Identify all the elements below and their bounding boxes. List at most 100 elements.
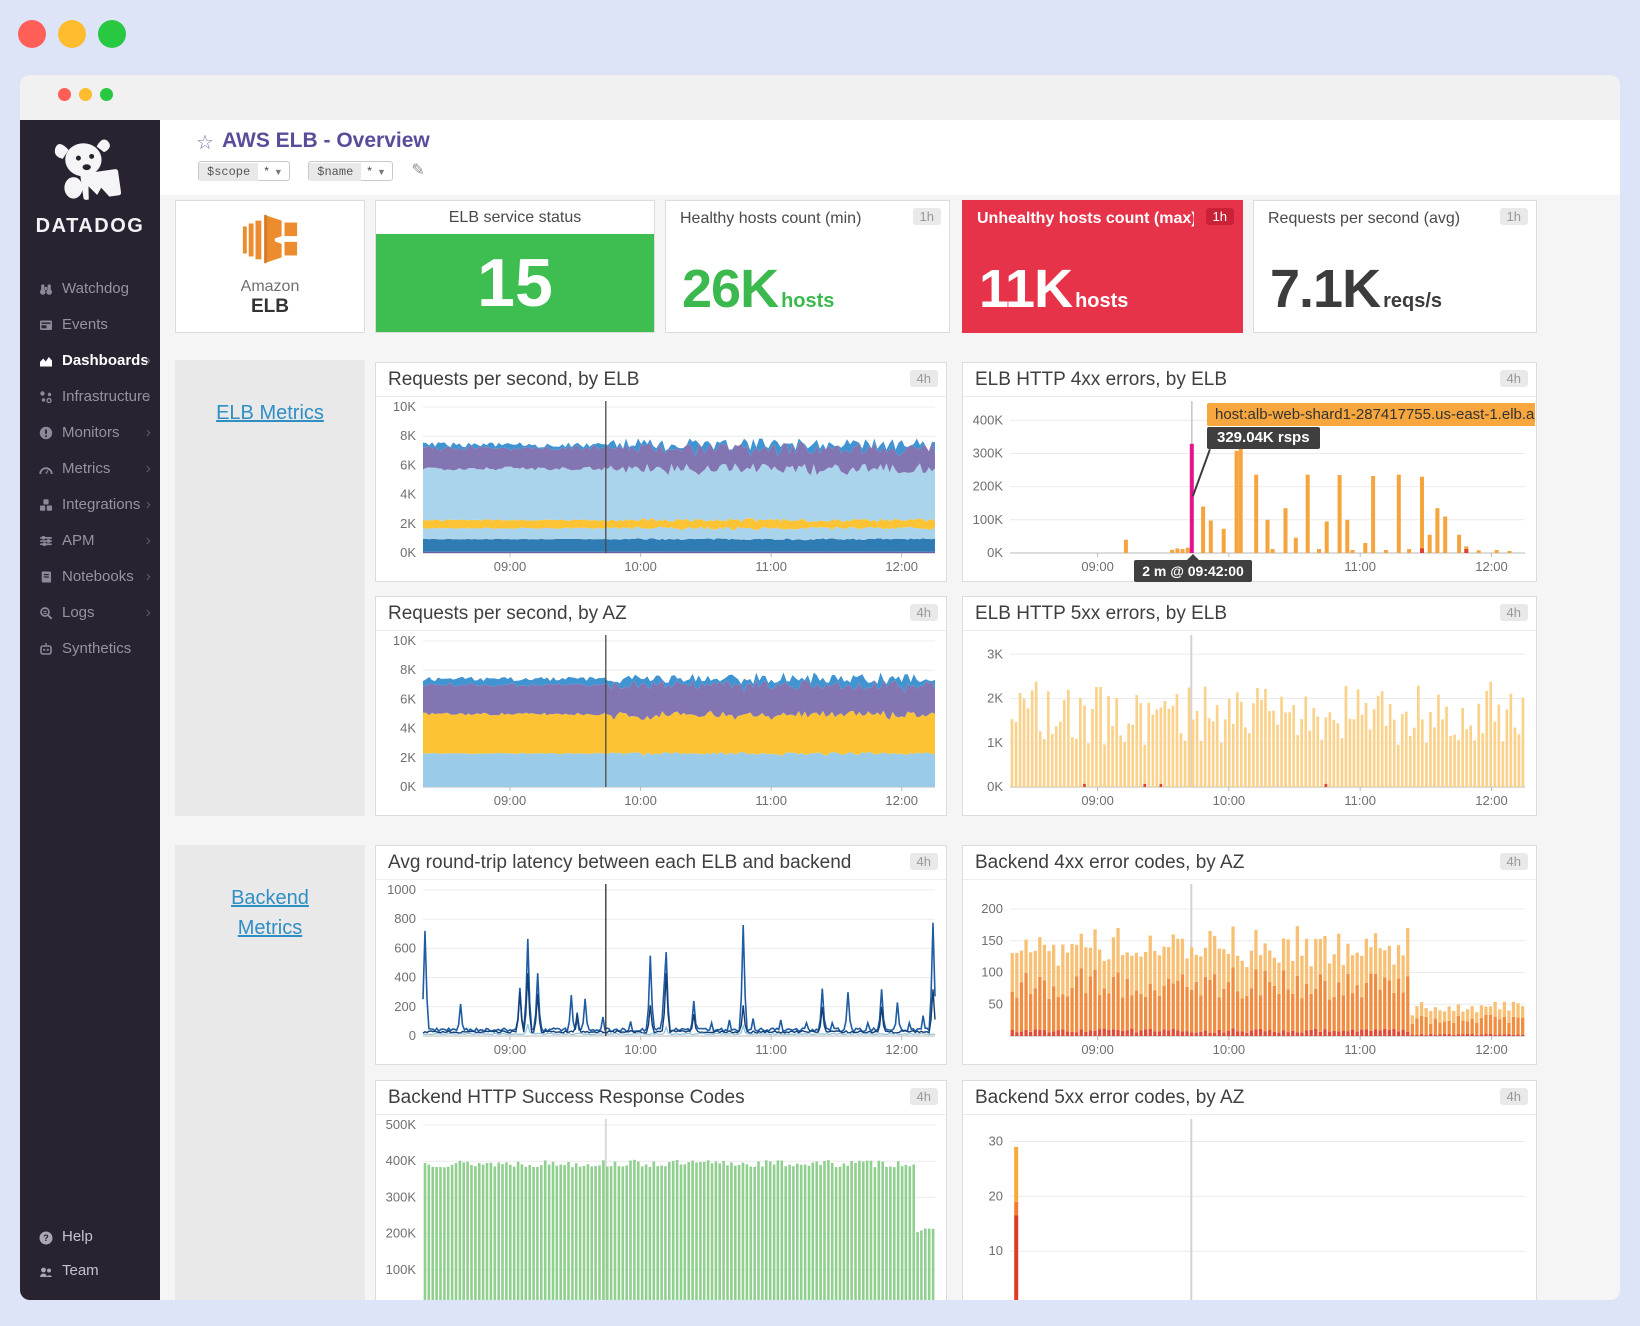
scope-variable-value[interactable]: * ▼	[264, 164, 283, 178]
chart-panel-5xx-errors-by-elb[interactable]: ELB HTTP 5xx errors, by ELB 4h 0K 1K 2K 3K 09…	[962, 596, 1537, 816]
sidebar-item-label: Notebooks	[62, 568, 134, 585]
name-variable-value[interactable]: * ▼	[367, 164, 386, 178]
zoom-button[interactable]	[98, 20, 126, 48]
svg-text:10:00: 10:00	[624, 559, 657, 574]
sidebar-item-integrations[interactable]: Integrations ›	[20, 487, 160, 523]
metrics-icon	[39, 467, 53, 475]
notebooks-icon	[41, 571, 51, 583]
dashboard-header: ☆ AWS ELB - Overview $scope * ▼ $name * ▼ ✎	[160, 120, 1620, 195]
rps-title: Requests per second (avg)	[1268, 210, 1461, 227]
latency-chart[interactable]: 0 200 400 600 800 1000 09:00 10:00 11:00 12:00	[377, 880, 945, 1063]
sidebar-item-metrics[interactable]: Metrics ›	[20, 451, 160, 487]
scope-variable-pill[interactable]: $scope * ▼	[198, 161, 290, 181]
minimize-button-inner[interactable]	[79, 88, 92, 101]
name-variable-pill[interactable]: $name * ▼	[308, 161, 393, 181]
synthetics-icon	[40, 643, 52, 655]
sidebar-item-team[interactable]: Team	[20, 1254, 160, 1288]
unhealthy-hosts-unit: hosts	[1075, 290, 1129, 312]
unhealthy-hosts-widget[interactable]: Unhealthy hosts count (max) 1h 11K hosts	[962, 200, 1243, 333]
svg-text:400K: 400K	[386, 1153, 417, 1168]
svg-text:300K: 300K	[973, 446, 1004, 461]
elb-metrics-link[interactable]: ELB Metrics	[216, 402, 324, 424]
svg-text:10:00: 10:00	[1213, 793, 1246, 808]
chart-title: Backend 5xx error codes, by AZ	[975, 1087, 1245, 1108]
requests-per-second-widget[interactable]: Requests per second (avg) 1h 7.1K reqs/s	[1253, 200, 1537, 333]
svg-text:10K: 10K	[393, 633, 416, 648]
team-icon	[40, 1267, 52, 1277]
amazon-elb-widget[interactable]: Amazon ELB	[175, 200, 365, 333]
svg-text:6K: 6K	[400, 691, 416, 706]
backend-metrics-link[interactable]: Backend Metrics	[231, 887, 309, 939]
chevron-right-icon: ›	[145, 388, 151, 405]
chart-panel-requests-by-elb[interactable]: Requests per second, by ELB 4h 0K 2K 4K 6K 8K…	[375, 362, 947, 582]
sidebar-item-monitors[interactable]: Monitors ›	[20, 415, 160, 451]
sidebar-item-dashboards[interactable]: Dashboards ›	[20, 343, 160, 379]
close-button[interactable]	[18, 20, 46, 48]
svg-text:200: 200	[394, 999, 416, 1014]
sidebar-item-logs[interactable]: Logs ›	[20, 595, 160, 631]
main-content: ☆ AWS ELB - Overview $scope * ▼ $name * ▼ ✎	[160, 120, 1620, 1300]
sidebar-item-help[interactable]: ? Help	[20, 1220, 160, 1254]
chart-panel-backend-4xx[interactable]: Backend 4xx error codes, by AZ 4h 50 100 15…	[962, 845, 1537, 1065]
svg-text:0: 0	[409, 1028, 416, 1043]
timeframe-badge: 4h	[909, 1088, 938, 1105]
elb-service-status-widget[interactable]: ELB service status 15	[375, 200, 655, 333]
svg-text:12:00: 12:00	[1475, 793, 1508, 808]
backend-4xx-chart[interactable]: 50 100 150 200 09:00 10:00 11:00 12:00	[964, 880, 1535, 1063]
svg-text:400: 400	[394, 970, 416, 985]
hover-tooltip-time: 2 m @ 09:42:00	[1134, 554, 1252, 582]
requests-by-az-chart[interactable]: 0K 2K 4K 6K 8K 10K 09:00 10:00 11:00 12:00	[377, 631, 945, 814]
svg-text:11:00: 11:00	[755, 1042, 787, 1057]
svg-text:100K: 100K	[973, 512, 1004, 527]
healthy-hosts-unit: hosts	[781, 290, 835, 312]
sidebar-item-notebooks[interactable]: Notebooks ›	[20, 559, 160, 595]
edit-variables-icon[interactable]: ✎	[411, 162, 425, 179]
sidebar-item-events[interactable]: Events	[20, 307, 160, 343]
chart-panel-latency[interactable]: Avg round-trip latency between each ELB …	[375, 845, 947, 1065]
5xx-errors-by-elb-chart[interactable]: 0K 1K 2K 3K 09:00 10:00 11:00 12:00	[964, 631, 1535, 814]
healthy-hosts-widget[interactable]: Healthy hosts count (min) 1h 26K hosts	[665, 200, 950, 333]
svg-text:10: 10	[989, 1243, 1003, 1258]
chart-panel-backend-success[interactable]: Backend HTTP Success Response Codes 4h 10…	[375, 1080, 947, 1300]
integrations-icon	[40, 499, 52, 511]
requests-by-elb-chart[interactable]: 0K 2K 4K 6K 8K 10K 09:00 10:00 11:00 12:00	[377, 397, 945, 580]
svg-text:12:00: 12:00	[885, 1042, 918, 1057]
chevron-right-icon: ›	[145, 496, 151, 513]
svg-text:50: 50	[989, 996, 1003, 1011]
datadog-logo[interactable]: DATADOG	[20, 120, 160, 238]
close-button-inner[interactable]	[58, 88, 71, 101]
chevron-down-icon: ▼	[376, 167, 386, 177]
svg-text:11:00: 11:00	[1344, 793, 1376, 808]
minimize-button[interactable]	[58, 20, 86, 48]
timeframe-badge: 4h	[909, 370, 938, 387]
svg-text:10:00: 10:00	[1213, 1042, 1246, 1057]
svg-text:100: 100	[981, 965, 1003, 980]
sidebar-nav: Watchdog Events Dashboards › Infrastructure ›…	[20, 271, 160, 667]
favorite-star-icon[interactable]: ☆	[196, 132, 214, 154]
sidebar-item-label: Synthetics	[62, 640, 132, 657]
svg-text:400K: 400K	[973, 412, 1004, 427]
chart-panel-4xx-errors-by-elb[interactable]: ELB HTTP 4xx errors, by ELB 4h 0K 100K 200K…	[962, 362, 1537, 582]
window-titlebar	[20, 75, 1620, 120]
svg-text:2K: 2K	[987, 691, 1003, 706]
sidebar-item-synthetics[interactable]: Synthetics	[20, 631, 160, 667]
sidebar-item-watchdog[interactable]: Watchdog	[20, 271, 160, 307]
sidebar-item-infrastructure[interactable]: Infrastructure ›	[20, 379, 160, 415]
sidebar-item-apm[interactable]: APM ›	[20, 523, 160, 559]
status-widget-title: ELB service status	[376, 201, 654, 234]
chevron-right-icon: ›	[145, 568, 151, 585]
svg-text:4K: 4K	[400, 721, 416, 736]
monitors-icon	[39, 426, 53, 440]
svg-text:09:00: 09:00	[1081, 793, 1114, 808]
sidebar-item-label: Logs	[62, 604, 95, 621]
zoom-button-inner[interactable]	[100, 88, 113, 101]
chart-panel-backend-5xx[interactable]: Backend 5xx error codes, by AZ 4h 10 20 30 0…	[962, 1080, 1537, 1300]
svg-text:1K: 1K	[987, 735, 1003, 750]
svg-text:600: 600	[394, 940, 416, 955]
svg-text:09:00: 09:00	[494, 1042, 527, 1057]
chevron-right-icon: ›	[145, 352, 151, 369]
product-label: ELB	[251, 296, 289, 317]
chart-panel-requests-by-az[interactable]: Requests per second, by AZ 4h 0K 2K 4K 6K 8K 1…	[375, 596, 947, 816]
